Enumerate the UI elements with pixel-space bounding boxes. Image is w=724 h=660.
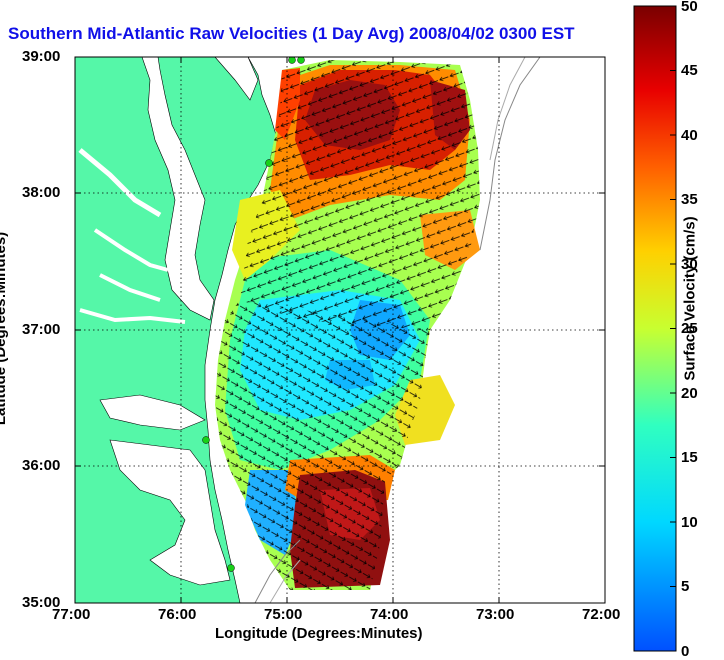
colorbar-tick-label: 20 (681, 385, 698, 402)
colorbar-tick-label: 0 (681, 643, 690, 660)
radar-station-marker (227, 564, 235, 572)
radar-station-marker (202, 436, 210, 444)
colorbar-tick-label: 15 (681, 449, 698, 466)
colorbar-tick-label: 30 (681, 256, 698, 273)
colorbar-tick-label: 5 (681, 578, 690, 595)
y-tick-label: 38:00 (22, 184, 61, 201)
grid-lines (75, 57, 605, 603)
y-tick-label: 35:00 (22, 594, 61, 611)
vector-arrows-south (215, 300, 430, 590)
radar-station-marker (265, 159, 273, 167)
colorbar-tick-label: 50 (681, 0, 698, 15)
colorbar-label: Surface Velocity (cm/s) (681, 216, 699, 381)
y-axis-label: Latitude (Degrees:Minutes) (0, 231, 10, 426)
bathymetry-contour-2 (489, 57, 526, 161)
pamlico-sound (109, 439, 231, 586)
bathymetry-contour-4 (269, 559, 301, 603)
bathymetry-contour-1 (479, 57, 541, 251)
colorbar-tick-label: 40 (681, 127, 698, 144)
vector-arrows-north (240, 60, 480, 330)
albemarle-sound (99, 394, 206, 431)
chesapeake-bay (141, 57, 215, 321)
colorbar-tick-label: 25 (681, 320, 698, 337)
axis-tick-marks (75, 57, 605, 603)
river-york (99, 273, 161, 302)
y-tick-label: 37:00 (22, 321, 61, 338)
colorbar-tick-marks (670, 70, 676, 587)
delaware-bay (214, 57, 259, 101)
colorbar-tick-label: 45 (681, 62, 698, 79)
river-james (79, 308, 186, 324)
radar-station-marker (297, 57, 305, 64)
y-tick-label: 36:00 (22, 457, 61, 474)
x-tick-label: 77:00 (52, 606, 91, 623)
bathymetry-contour-3 (254, 539, 301, 603)
x-tick-label: 74:00 (370, 606, 409, 623)
x-tick-label: 75:00 (264, 606, 303, 623)
river-rappahannock (93, 228, 169, 272)
radar-station-marker (288, 57, 296, 64)
x-axis-label: Longitude (Degrees:Minutes) (215, 625, 423, 642)
x-tick-label: 72:00 (582, 606, 621, 623)
colorbar (633, 5, 677, 652)
x-tick-label: 73:00 (476, 606, 515, 623)
map-title: Southern Mid-Atlantic Raw Velocities (1 … (8, 24, 575, 43)
colorbar-tick-label: 10 (681, 514, 698, 531)
colorbar-tick-label: 35 (681, 191, 698, 208)
river-potomac (78, 148, 162, 218)
y-tick-label: 39:00 (22, 48, 61, 65)
x-tick-label: 76:00 (158, 606, 197, 623)
